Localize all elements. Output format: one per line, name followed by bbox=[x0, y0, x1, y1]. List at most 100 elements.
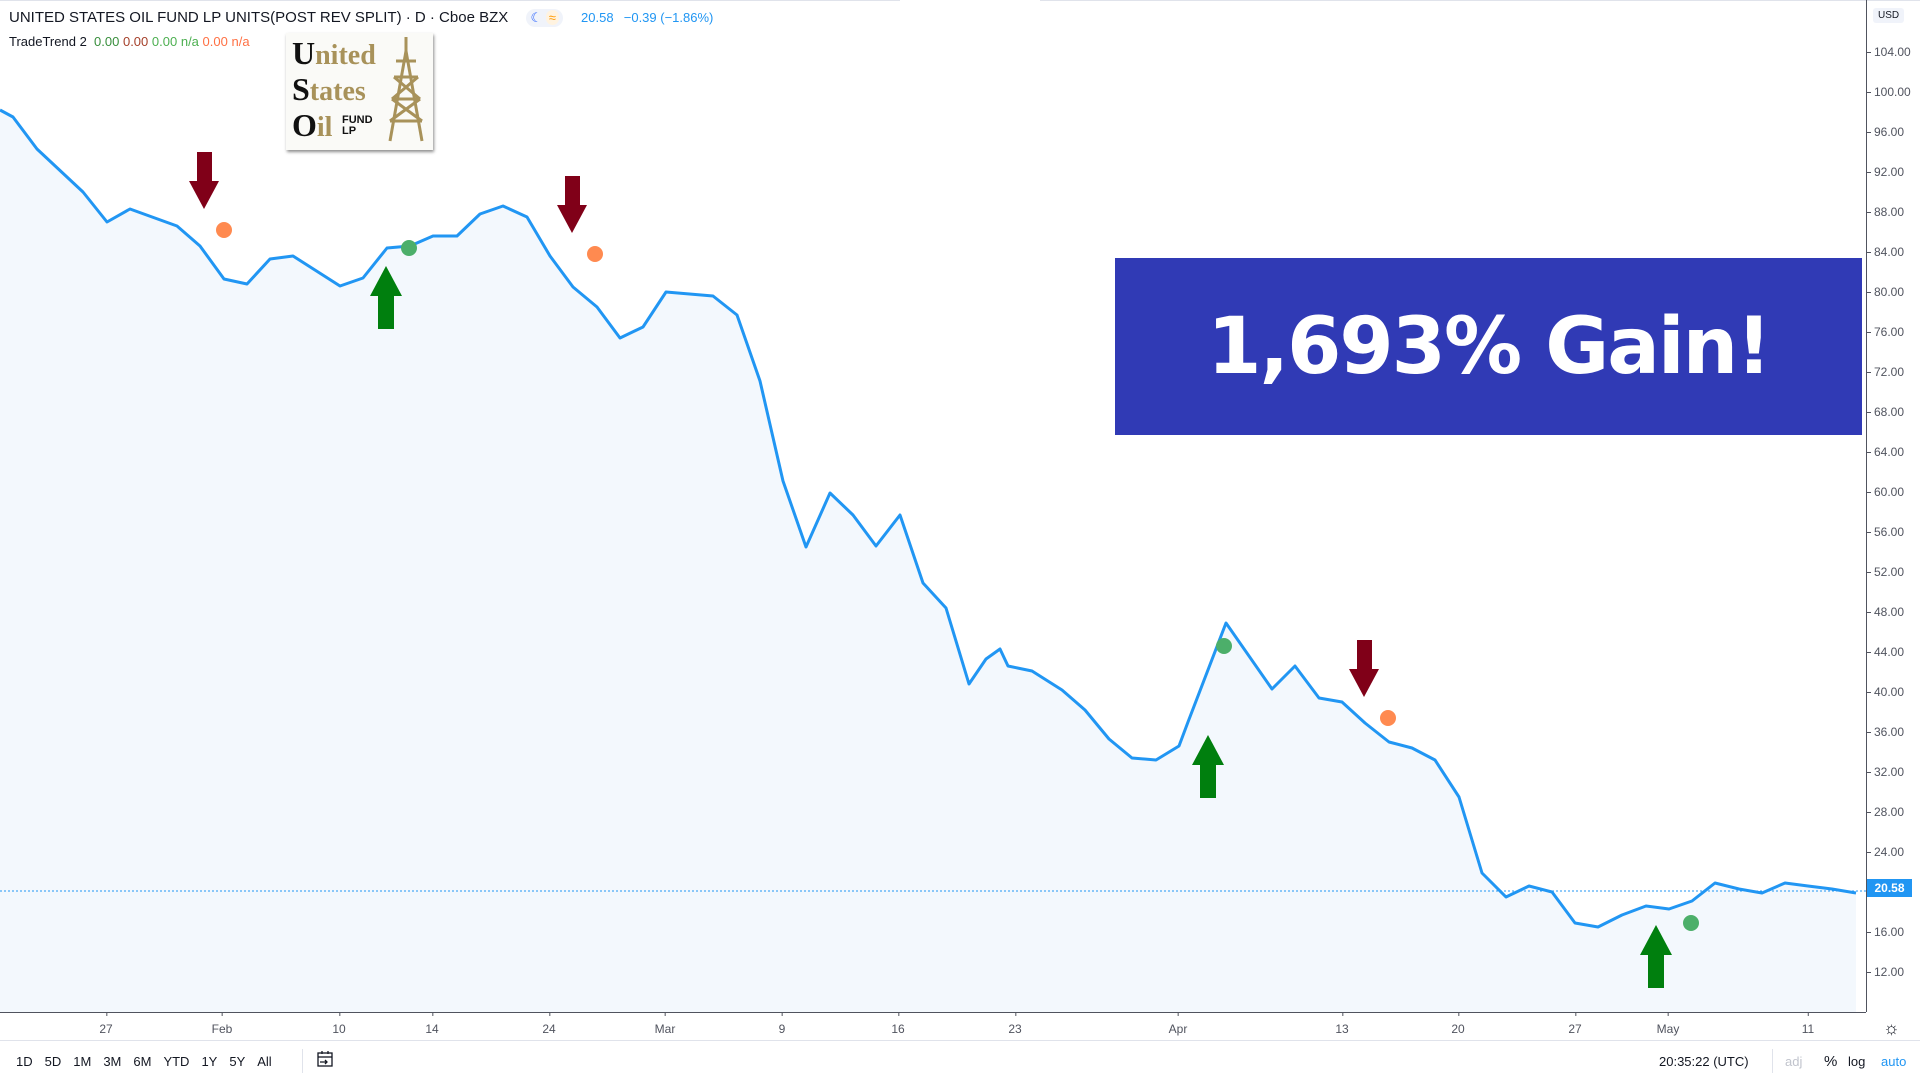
adj-toggle[interactable]: adj bbox=[1785, 1054, 1803, 1069]
indicator-name: TradeTrend 2 bbox=[9, 34, 87, 49]
logo-fund: FUND bbox=[342, 114, 373, 126]
x-tick: 9 bbox=[778, 1012, 786, 1036]
range-all[interactable]: All bbox=[257, 1054, 272, 1069]
area-fill bbox=[0, 110, 1856, 1012]
y-tick: 68.00 bbox=[1865, 405, 1904, 419]
indicator-value: 0.00 bbox=[122, 34, 149, 49]
x-tick: Mar bbox=[654, 1012, 676, 1036]
buy-arrow-icon bbox=[370, 266, 402, 329]
logo-fund-lp: FUND LP bbox=[342, 115, 373, 137]
y-tick: 60.00 bbox=[1865, 485, 1904, 499]
x-tick: 10 bbox=[332, 1012, 346, 1036]
y-tick: 88.00 bbox=[1865, 205, 1904, 219]
x-tick: 20 bbox=[1451, 1012, 1465, 1036]
y-tick: 24.00 bbox=[1865, 845, 1904, 859]
indicator-value: n/a bbox=[231, 34, 250, 49]
y-tick: 80.00 bbox=[1865, 285, 1904, 299]
range-6m[interactable]: 6M bbox=[133, 1054, 152, 1069]
y-tick: 28.00 bbox=[1865, 805, 1904, 819]
delayed-data-icon: ≈ bbox=[545, 10, 559, 25]
percent-toggle[interactable]: % bbox=[1824, 1053, 1838, 1070]
goto-date-icon[interactable] bbox=[316, 1050, 334, 1073]
range-1y[interactable]: 1Y bbox=[201, 1054, 218, 1069]
sell-arrow-icon bbox=[1349, 640, 1379, 697]
logo-letter: U bbox=[292, 35, 316, 71]
range-selector: 1D 5D 1M 3M 6M YTD 1Y 5Y All bbox=[16, 1054, 284, 1069]
indicator-legend[interactable]: TradeTrend 2 0.00 0.00 0.00 n/a 0.00 n/a bbox=[9, 34, 250, 49]
range-3m[interactable]: 3M bbox=[103, 1054, 122, 1069]
sell-signal-dot bbox=[587, 246, 603, 262]
x-tick: 24 bbox=[542, 1012, 556, 1036]
sell-signal-dot bbox=[1380, 710, 1396, 726]
symbol-legend[interactable]: UNITED STATES OIL FUND LP UNITS(POST REV… bbox=[9, 9, 713, 27]
y-tick: 32.00 bbox=[1865, 765, 1904, 779]
sell-arrow-icon bbox=[189, 152, 219, 209]
price-chart[interactable] bbox=[0, 0, 1866, 1012]
price-axis[interactable] bbox=[1866, 0, 1920, 1012]
gain-banner: 1,693% Gain! bbox=[1115, 258, 1862, 435]
indicator-value: 0.00 bbox=[94, 34, 120, 49]
y-tick: 100.00 bbox=[1866, 85, 1911, 99]
currency-label[interactable]: USD bbox=[1873, 8, 1905, 23]
x-tick: 11 bbox=[1801, 1012, 1815, 1036]
chart-settings-icon[interactable]: ☼ bbox=[1883, 1018, 1900, 1038]
buy-arrow-icon bbox=[1192, 735, 1224, 798]
logo-lp: LP bbox=[342, 125, 357, 137]
y-tick: 12.00 bbox=[1865, 965, 1904, 979]
auto-scale-toggle[interactable]: auto bbox=[1881, 1054, 1907, 1069]
y-tick: 52.00 bbox=[1865, 565, 1904, 579]
y-tick: 40.00 bbox=[1865, 685, 1904, 699]
indicator-value: 0.00 bbox=[151, 34, 178, 49]
y-tick: 84.00 bbox=[1865, 245, 1904, 259]
y-tick: 44.00 bbox=[1865, 645, 1904, 659]
price-change: −0.39 (−1.86%) bbox=[623, 10, 714, 25]
top-border bbox=[0, 0, 900, 1]
range-ytd[interactable]: YTD bbox=[163, 1054, 190, 1069]
time-axis[interactable] bbox=[0, 1012, 1866, 1039]
top-border-right bbox=[1040, 0, 1920, 1]
divider bbox=[302, 1049, 303, 1073]
bottom-toolbar: 1D 5D 1M 3M 6M YTD 1Y 5Y All 20:35:22 (UTC) adj … bbox=[0, 1040, 1920, 1081]
market-status-badge[interactable]: ☾ ≈ bbox=[526, 9, 563, 27]
x-tick: 23 bbox=[1008, 1012, 1022, 1036]
y-tick: 92.00 bbox=[1865, 165, 1904, 179]
buy-signal-dot bbox=[1683, 915, 1699, 931]
logo-word: nited bbox=[315, 40, 376, 71]
range-1d[interactable]: 1D bbox=[16, 1054, 33, 1069]
logo-letter: O bbox=[292, 107, 317, 143]
y-tick: 16.00 bbox=[1865, 925, 1904, 939]
y-tick: 104.00 bbox=[1866, 45, 1911, 59]
x-tick: Apr bbox=[1168, 1012, 1188, 1036]
x-tick: 14 bbox=[425, 1012, 439, 1036]
y-tick: 64.00 bbox=[1865, 445, 1904, 459]
x-tick: 13 bbox=[1335, 1012, 1349, 1036]
moon-icon: ☾ bbox=[530, 10, 543, 25]
x-tick: 27 bbox=[99, 1012, 113, 1036]
buy-signal-dot bbox=[1216, 638, 1232, 654]
y-tick: 96.00 bbox=[1865, 125, 1904, 139]
log-toggle[interactable]: log bbox=[1848, 1054, 1866, 1069]
buy-signal-dot bbox=[401, 240, 417, 256]
x-tick: May bbox=[1656, 1012, 1680, 1036]
y-tick: 36.00 bbox=[1865, 725, 1904, 739]
indicator-value: 0.00 bbox=[202, 34, 228, 49]
x-tick: 16 bbox=[891, 1012, 905, 1036]
range-1m[interactable]: 1M bbox=[73, 1054, 92, 1069]
x-tick: 27 bbox=[1568, 1012, 1582, 1036]
utc-clock[interactable]: 20:35:22 (UTC) bbox=[1659, 1054, 1749, 1069]
last-price-label: 20.58 bbox=[1867, 879, 1912, 897]
last-price: 20.58 bbox=[581, 10, 614, 25]
buy-arrow-icon bbox=[1640, 925, 1672, 988]
y-tick: 72.00 bbox=[1865, 365, 1904, 379]
range-5d[interactable]: 5D bbox=[44, 1054, 62, 1069]
range-5y[interactable]: 5Y bbox=[229, 1054, 246, 1069]
sell-signal-dot bbox=[216, 222, 232, 238]
logo-word: tates bbox=[309, 76, 366, 107]
y-tick: 48.00 bbox=[1865, 605, 1904, 619]
divider bbox=[1772, 1049, 1773, 1073]
y-tick: 76.00 bbox=[1865, 325, 1904, 339]
x-tick: Feb bbox=[211, 1012, 233, 1036]
price-line bbox=[0, 108, 1857, 929]
logo-word: il bbox=[316, 112, 333, 143]
symbol-title[interactable]: UNITED STATES OIL FUND LP UNITS(POST REV… bbox=[9, 9, 509, 26]
